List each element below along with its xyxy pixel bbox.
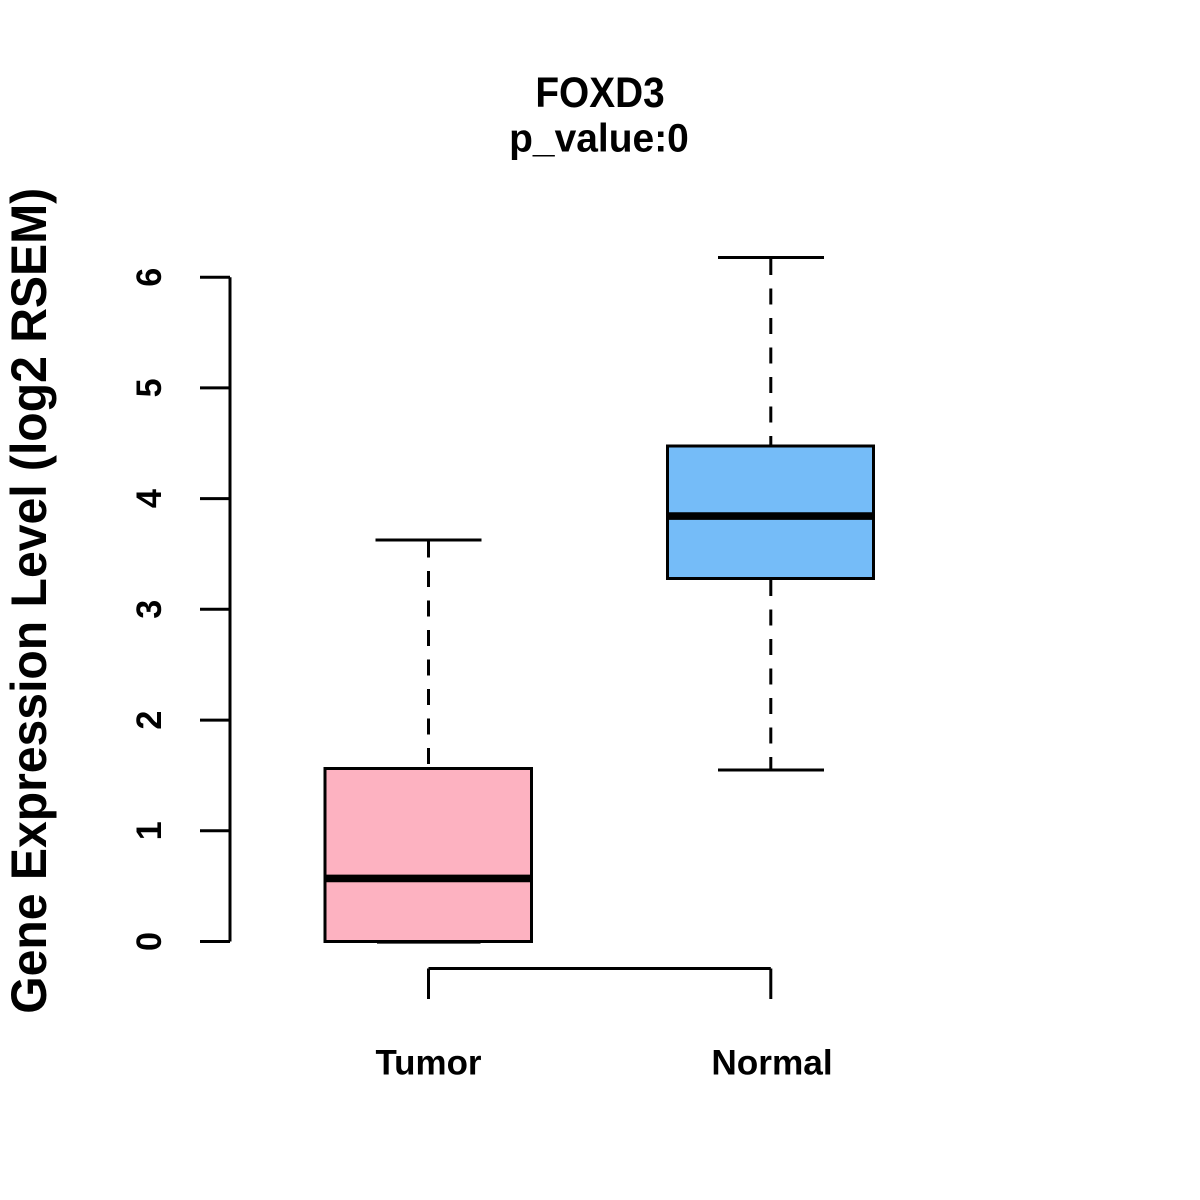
svg-text:0: 0 [130, 932, 169, 951]
svg-text:5: 5 [130, 378, 169, 397]
svg-text:FOXD3: FOXD3 [535, 70, 664, 117]
svg-text:6: 6 [130, 268, 169, 287]
svg-text:4: 4 [130, 489, 169, 509]
svg-text:3: 3 [130, 600, 169, 619]
svg-text:Normal: Normal [711, 1044, 832, 1083]
svg-text:p_value:0: p_value:0 [509, 117, 689, 161]
svg-text:Tumor: Tumor [375, 1044, 481, 1083]
svg-text:2: 2 [130, 711, 169, 730]
svg-text:1: 1 [130, 821, 169, 840]
svg-text:Gene Expression Level (log2 RS: Gene Expression Level (log2 RSEM) [1, 188, 57, 1014]
